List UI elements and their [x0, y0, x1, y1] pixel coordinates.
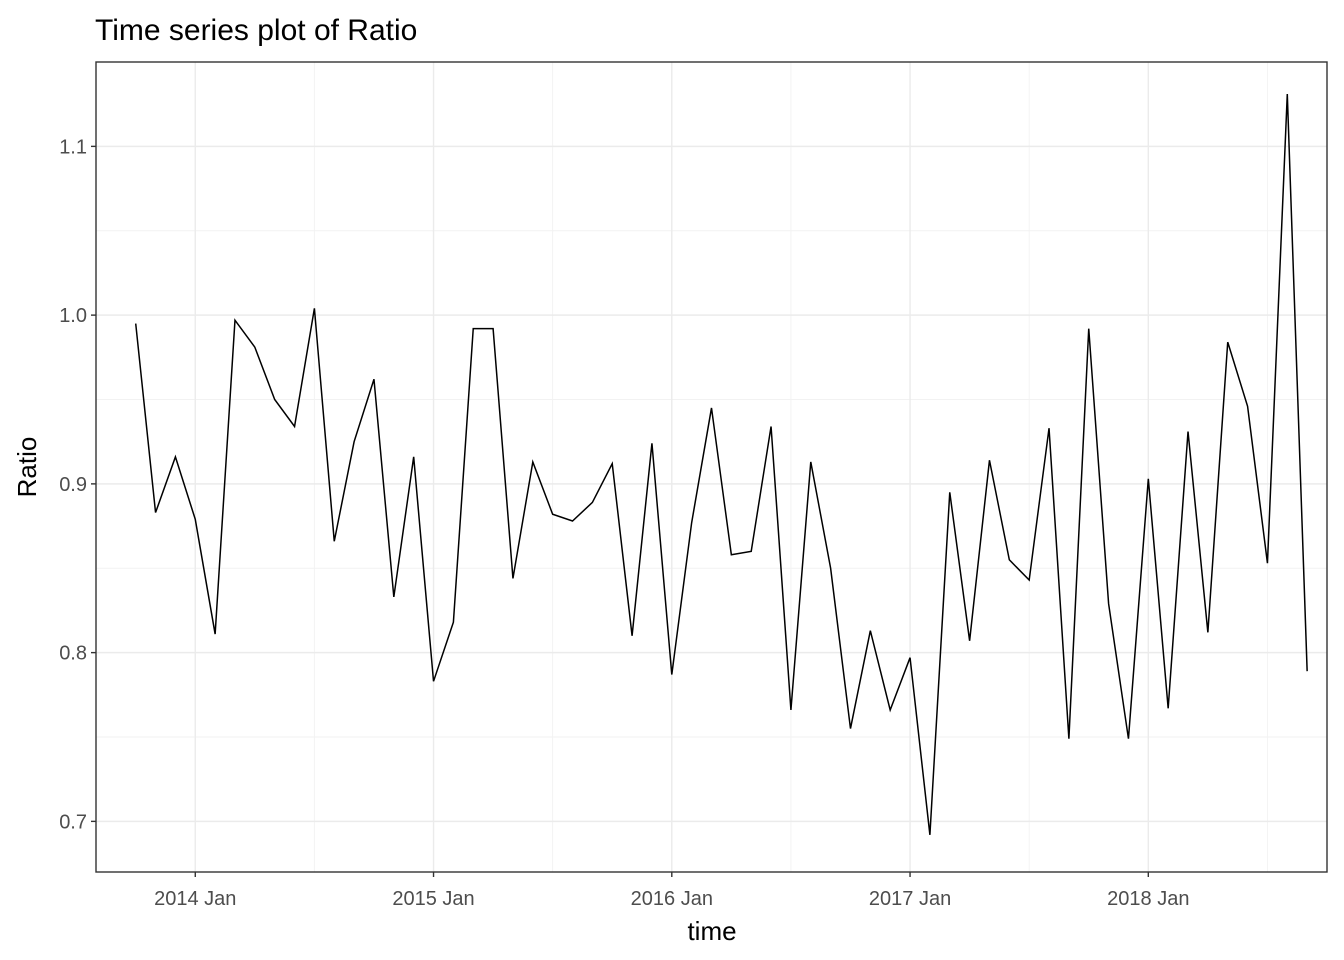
- x-tick-label: 2014 Jan: [154, 888, 236, 910]
- y-tick-label: 0.7: [59, 811, 87, 833]
- plot-panel-border: [95, 61, 1328, 873]
- series-layer: [134, 94, 1308, 835]
- x-axis-title: time: [687, 916, 736, 946]
- y-axis-ticks: 0.7 0.8 0.9 1.0 1.1: [59, 136, 96, 833]
- x-tick-label: 2017 Jan: [869, 888, 951, 910]
- chart-title: Time series plot of Ratio: [95, 14, 417, 47]
- y-tick-label: 0.9: [59, 474, 87, 496]
- y-tick-label: 1.0: [59, 305, 87, 327]
- ratio-series-line: [134, 94, 1308, 835]
- x-axis-ticks: 2014 Jan 2015 Jan 2016 Jan 2017 Jan 2018 Jan: [154, 872, 1189, 910]
- plot-panel-background: [96, 62, 1327, 872]
- y-axis-title: Ratio: [12, 437, 42, 498]
- x-tick-label: 2015 Jan: [392, 888, 474, 910]
- y-tick-label: 1.1: [59, 136, 87, 158]
- y-tick-label: 0.8: [59, 643, 87, 665]
- grid-lines: [96, 62, 1327, 872]
- x-tick-label: 2018 Jan: [1107, 888, 1189, 910]
- x-tick-label: 2016 Jan: [631, 888, 713, 910]
